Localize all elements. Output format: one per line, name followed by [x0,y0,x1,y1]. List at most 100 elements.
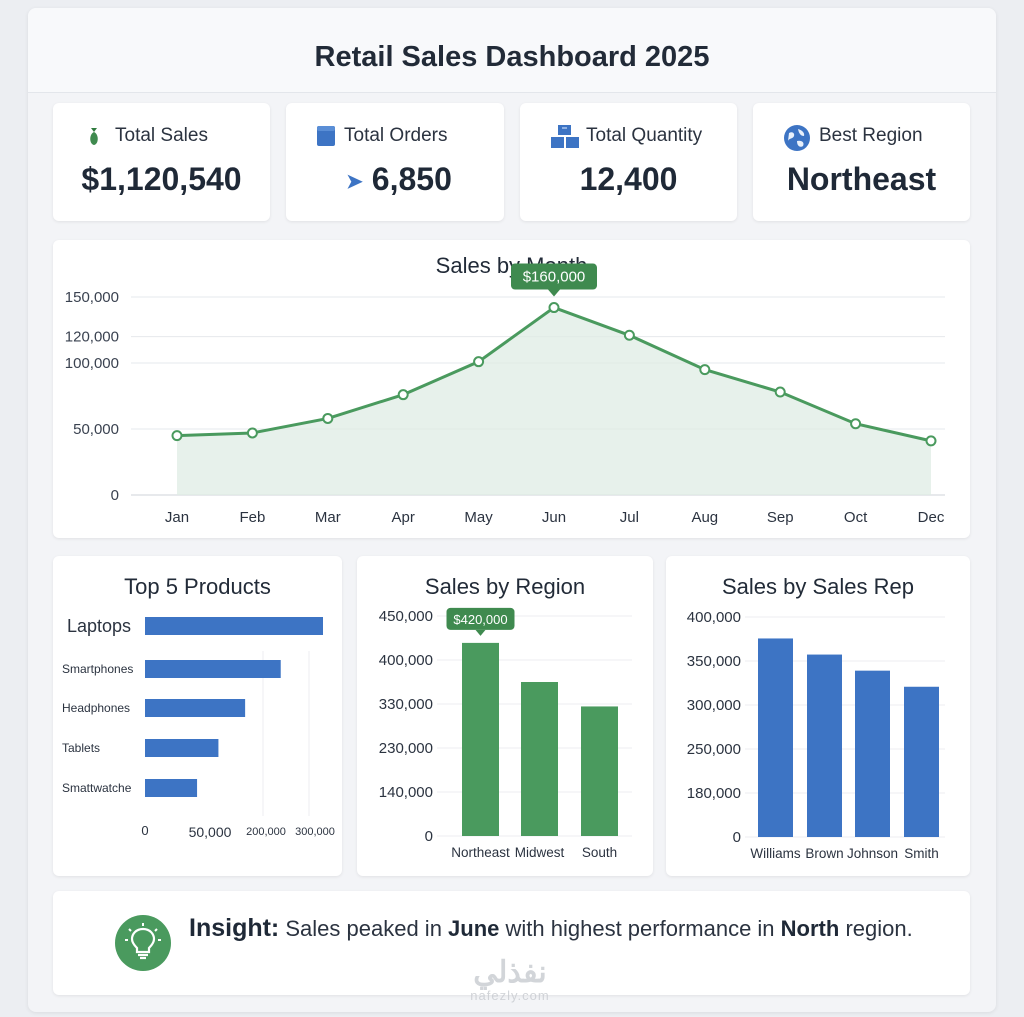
category-label: Laptops [67,616,131,636]
sales-by-region-chart: 450,000 400,000 330,000 230,000 140,000 0 Nort… [379,607,632,860]
x-tick-label: Mar [315,509,341,526]
x-tick-label: May [464,509,493,526]
x-tick-label: 50,000 [189,824,232,840]
bar [145,739,219,757]
y-tick-label: 150,000 [65,289,119,306]
x-tick-label: 0 [141,823,148,838]
orders-icon [314,124,338,148]
insight-text: Insight: Sales peaked in June with highe… [189,913,929,944]
data-point [699,364,711,376]
bar [807,654,842,837]
x-tick-label: Oct [844,509,868,526]
bar [904,686,939,837]
annotation-pointer [475,629,486,636]
y-tick-label: 100,000 [65,355,119,372]
sales-by-rep-card: Sales by Sales Rep 400,000 350,000 300,000… [666,556,970,876]
x-tick-label: 200,000 [246,826,286,838]
data-point [246,427,258,439]
bar [145,779,198,797]
insight-highlight: North [780,916,840,941]
kpi-label: Total Quantity [586,125,703,146]
x-tick-label: Brown [805,846,843,861]
y-tick-label: 350,000 [687,653,741,670]
x-tick-label: Smith [904,846,939,861]
category-label: Smattwatche [62,781,132,795]
bar [145,617,323,635]
chart-title: Sales by Sales Rep [722,574,914,599]
x-tick-label: Jun [542,509,566,526]
bar [581,706,618,836]
kpi-value: 12,400 [579,161,678,197]
annotation-bubble [511,263,597,290]
x-tick-label: Northeast [451,845,510,860]
x-tick-label: Midwest [515,845,565,860]
sales-by-month-chart: 150,000 120,000 100,000 50,000 0 Jan Feb Mar Apr… [65,263,945,526]
page-title: Retail Sales Dashboard 2025 [314,41,710,73]
category-label: Headphones [62,701,130,715]
y-tick-label: 0 [111,487,119,504]
x-tick-label: Apr [392,509,415,526]
watermark: نفذلي nafezly.com [420,955,600,1003]
bar [855,670,890,837]
data-point [397,389,409,401]
y-tick-label: 180,000 [687,785,741,802]
kpi-value: $1,120,540 [81,161,242,197]
annotation-label: $160,000 [523,269,586,286]
lightbulb-icon [115,915,171,971]
y-tick-label: 50,000 [73,421,119,438]
y-tick-label: 450,000 [379,608,433,625]
kpi-card-total-sales: Total Sales $1,120,540 [53,103,270,221]
kpi-card-total-orders: Total Orders ➤ 6,850 [286,103,504,221]
x-tick-label: South [582,845,617,860]
kpi-card-total-quantity: Total Quantity 12,400 [520,103,737,221]
kpi-value: Northeast [786,161,937,197]
money-icon [85,124,109,148]
data-point [623,329,635,341]
y-tick-label: 140,000 [379,784,433,801]
annotation-bubble [446,607,515,630]
watermark-text: نفذلي [473,956,547,989]
y-tick-label: 400,000 [687,609,741,626]
y-tick-label: 250,000 [687,741,741,758]
chart-title: Top 5 Products [124,574,271,599]
dashboard-header: Retail Sales Dashboard 2025 [28,8,996,93]
bar [758,638,793,837]
category-label: Smartphones [62,662,133,676]
bar [521,682,558,836]
kpi-card-best-region: Best Region Northeast [753,103,970,221]
x-tick-label: Sep [767,509,794,526]
kpi-label: Total Sales [115,125,208,146]
insight-text-part: with highest performance in [499,916,781,941]
y-tick-label: 300,000 [687,697,741,714]
data-point [473,356,485,368]
chart-title: Sales by Region [424,574,586,599]
insight-highlight: June [448,916,500,941]
y-tick-label: 230,000 [379,740,433,757]
chevron-icon: ➤ [346,171,363,194]
globe-icon [783,124,810,151]
boxes-icon [550,124,579,148]
y-tick-label: 400,000 [379,652,433,669]
sales-by-region-card: Sales by Region 450,000 400,000 330,000 230… [357,556,653,876]
insight-text-part: Sales peaked in [279,916,449,941]
annotation-label: $420,000 [453,612,507,627]
bar [145,660,281,678]
insight-card: Insight: Sales peaked in June with highe… [53,891,970,995]
top-products-chart: Laptops Smartphones Headphones Tablets Smatt… [62,616,335,840]
sales-by-month-card: Sales by Month 150,000 120,000 100,000 50,0… [53,240,970,538]
category-label: Tablets [62,741,100,755]
line-area-fill [177,307,931,495]
y-tick-label: 330,000 [379,696,433,713]
bar [145,699,246,717]
y-tick-label: 0 [733,829,741,846]
y-tick-label: 0 [425,828,433,845]
kpi-value: 6,850 [371,161,452,197]
top-products-card: Top 5 Products Laptops Smartphones Headpho… [53,556,342,876]
bar [462,642,499,836]
data-point [774,386,786,398]
x-tick-label: Williams [750,846,800,861]
kpi-label: Best Region [819,125,923,146]
annotation-pointer [548,289,560,297]
sales-by-rep-chart: 400,000 350,000 300,000 250,000 180,000 0 Will… [687,609,945,861]
y-tick-label: 120,000 [65,329,119,346]
